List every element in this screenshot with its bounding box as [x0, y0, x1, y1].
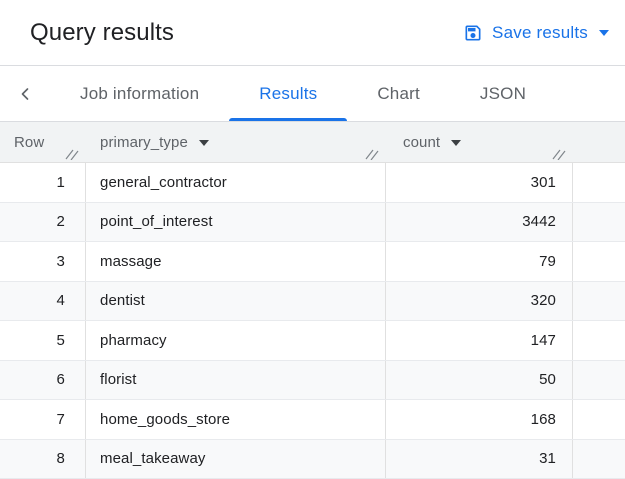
save-results-button[interactable]: Save results [463, 23, 609, 43]
chevron-left-icon [15, 84, 35, 104]
cell-primary-type: dentist [86, 281, 386, 320]
cell-primary-type: pharmacy [86, 321, 386, 360]
tabs-scroll-left-button[interactable] [0, 66, 50, 121]
cell-count: 79 [386, 242, 573, 281]
cell-spacer [573, 203, 625, 242]
cell-row-number: 4 [0, 281, 86, 320]
cell-count: 147 [386, 321, 573, 360]
column-header-count[interactable]: count [386, 122, 573, 162]
cell-row-number: 7 [0, 400, 86, 439]
cell-row-number: 3 [0, 242, 86, 281]
cell-primary-type: home_goods_store [86, 400, 386, 439]
cell-count: 320 [386, 281, 573, 320]
cell-count: 50 [386, 360, 573, 399]
cell-row-number: 5 [0, 321, 86, 360]
cell-spacer [573, 361, 625, 400]
caret-down-icon [599, 29, 609, 36]
table-row: 3 massage 79 [0, 242, 625, 282]
cell-row-number: 6 [0, 360, 86, 399]
column-header-spacer [573, 122, 625, 162]
tab-label: JSON [479, 83, 527, 103]
table-row: 7 home_goods_store 168 [0, 400, 625, 440]
table-row: 2 point_of_interest 3442 [0, 202, 625, 242]
table-row: 5 pharmacy 147 [0, 321, 625, 361]
tab-label: Job information [80, 83, 200, 103]
column-label: count [403, 133, 441, 151]
column-header-primary-type[interactable]: primary_type [86, 122, 386, 162]
cell-spacer [573, 163, 625, 202]
tab-bar: Job information Results Chart JSON [0, 66, 625, 122]
table-row: 1 general_contractor 301 [0, 163, 625, 203]
cell-primary-type: general_contractor [86, 163, 386, 202]
active-tab-indicator [229, 118, 348, 121]
column-resize-handle-icon[interactable] [65, 147, 79, 161]
table-header: Row primary_type count [0, 122, 625, 163]
column-header-row: Row [0, 122, 86, 162]
cell-count: 31 [386, 439, 573, 478]
table-row: 4 dentist 320 [0, 281, 625, 321]
save-results-label: Save results [492, 22, 588, 42]
column-dropdown-icon[interactable] [451, 140, 462, 146]
cell-spacer [573, 242, 625, 281]
column-label: Row [14, 133, 45, 151]
table-row: 6 florist 50 [0, 360, 625, 400]
cell-row-number: 2 [0, 202, 86, 241]
cell-row-number: 8 [0, 439, 86, 478]
cell-spacer [573, 321, 625, 360]
save-icon [463, 23, 483, 43]
tab-label: Results [259, 83, 318, 103]
cell-primary-type: florist [86, 360, 386, 399]
column-label: primary_type [100, 133, 188, 151]
tab-label: Chart [377, 83, 420, 103]
cell-count: 3442 [386, 202, 573, 241]
tab-json[interactable]: JSON [450, 66, 556, 121]
title-bar: Query results Save results [0, 0, 625, 66]
column-dropdown-icon[interactable] [198, 140, 209, 146]
cell-spacer [573, 282, 625, 321]
cell-count: 168 [386, 400, 573, 439]
cell-primary-type: massage [86, 242, 386, 281]
cell-primary-type: meal_takeaway [86, 439, 386, 478]
column-resize-handle-icon[interactable] [365, 147, 379, 161]
tab-chart[interactable]: Chart [347, 66, 450, 121]
column-resize-handle-icon[interactable] [552, 147, 566, 161]
cell-primary-type: point_of_interest [86, 202, 386, 241]
cell-row-number: 1 [0, 163, 86, 202]
cell-spacer [573, 400, 625, 439]
cell-spacer [573, 440, 625, 479]
page-title: Query results [30, 18, 175, 46]
cell-count: 301 [386, 163, 573, 202]
tab-results[interactable]: Results [229, 66, 348, 121]
tab-job-information[interactable]: Job information [50, 66, 229, 121]
table-body: 1 general_contractor 301 2 point_of_inte… [0, 163, 625, 479]
table-row: 8 meal_takeaway 31 [0, 439, 625, 479]
